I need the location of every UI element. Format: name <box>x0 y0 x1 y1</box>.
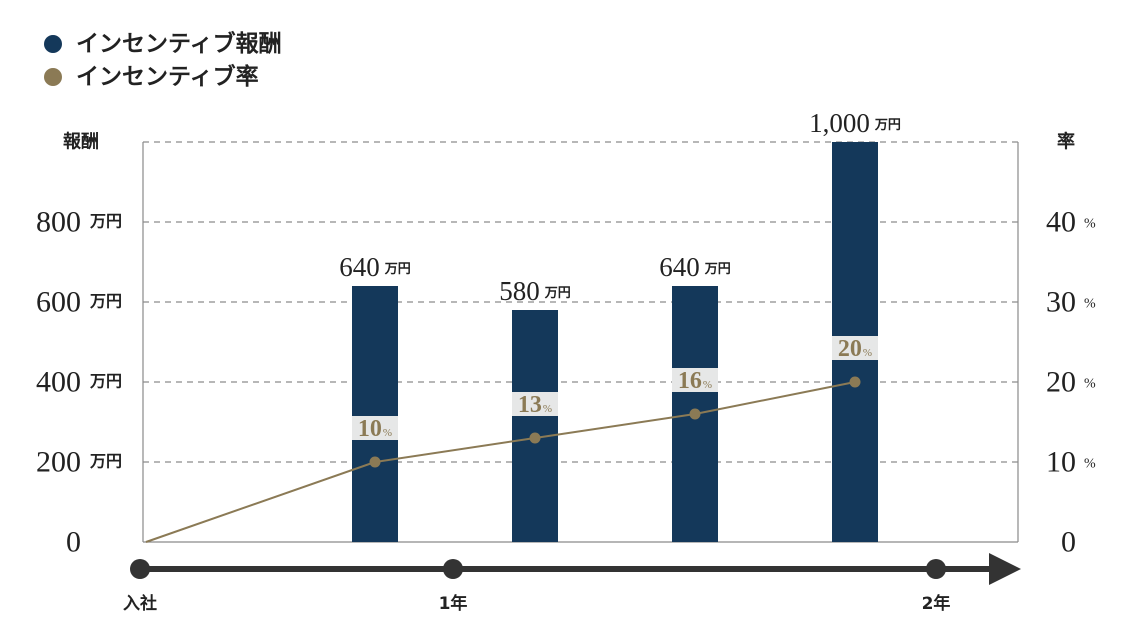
rate-label-2: 13% <box>518 392 552 418</box>
y-left-tick-labels: 0 200 万円 400 万円 600 万円 800 万円 <box>36 206 122 559</box>
y-right-tick-labels: 0 10 % 20 % 30 % 40% <box>1046 206 1096 559</box>
y-right-tick-unit: % <box>1084 297 1096 312</box>
timeline-label-year-2: 2年 <box>922 593 951 614</box>
bar-value-label-3: 640 万円 <box>659 252 731 282</box>
rate-label-4: 20% <box>838 336 872 362</box>
gridlines <box>143 141 1018 463</box>
bar-value-number: 640 <box>339 252 380 282</box>
legend-swatch-reward <box>44 35 62 53</box>
y-left-tick-value: 600 <box>36 286 81 319</box>
rate-label-number: 16 <box>678 368 702 394</box>
y-right-tick-unit: % <box>1084 217 1096 232</box>
legend: インセンティブ報酬 インセンティブ率 <box>44 30 282 90</box>
bar-1 <box>352 286 398 542</box>
bar-value-labels: 640 万円 580 万円 640 万円 1,000 万円 <box>339 108 901 306</box>
y-left-tick-value: 400 <box>36 366 81 399</box>
bar-value-number: 1,000 <box>809 108 870 138</box>
bar-value-number: 640 <box>659 252 700 282</box>
rate-point-4 <box>849 376 861 388</box>
y-right-axis-label: 率 <box>1057 131 1075 153</box>
legend-label-reward: インセンティブ報酬 <box>76 30 282 57</box>
rate-label-unit: % <box>383 427 392 439</box>
y-left-tick-unit: 万円 <box>89 213 122 231</box>
rate-label-unit: % <box>543 403 552 415</box>
rate-label-3: 16% <box>678 368 712 394</box>
timeline-dot-year-2 <box>926 559 946 579</box>
rate-label-band-3 <box>672 368 718 392</box>
rate-label-band-2 <box>512 392 558 416</box>
timeline-label-start: 入社 <box>123 593 157 614</box>
y-right-tick-value: 10 <box>1046 446 1076 479</box>
timeline-label-year-1: 1年 <box>439 593 468 614</box>
bar-value-label-4: 1,000 万円 <box>809 108 901 138</box>
y-left-tick-value: 200 <box>36 446 81 479</box>
rate-label-unit: % <box>703 379 712 391</box>
y-right-tick-value: 40 <box>1046 206 1076 239</box>
bar-value-unit: 万円 <box>544 285 571 300</box>
legend-item-rate: インセンティブ率 <box>44 63 259 90</box>
rate-label-unit: % <box>863 347 872 359</box>
rate-label-number: 20 <box>838 336 862 362</box>
y-right-tick-unit: % <box>1084 377 1096 392</box>
y-left-tick-unit: 万円 <box>89 373 122 391</box>
bar-value-unit: 万円 <box>704 261 731 276</box>
y-left-axis-label: 報酬 <box>63 131 99 153</box>
y-right-tick-value: 0 <box>1061 526 1076 559</box>
y-left-tick-value: 800 <box>36 206 81 239</box>
rate-point-2 <box>529 432 541 444</box>
rate-labels: 10%13%16%20% <box>352 336 878 442</box>
bar-value-unit: 万円 <box>384 261 411 276</box>
y-left-tick-unit: 万円 <box>89 293 122 311</box>
rate-point-1 <box>369 456 381 468</box>
bar-value-number: 580 <box>499 276 540 306</box>
timeline-dot-start <box>130 559 150 579</box>
bar-value-unit: 万円 <box>874 117 901 132</box>
y-left-tick-unit: 万円 <box>89 453 122 471</box>
rate-label-1: 10% <box>358 416 392 442</box>
legend-label-rate: インセンティブ率 <box>76 63 259 90</box>
bar-value-label-2: 580 万円 <box>499 276 571 306</box>
rate-point-3 <box>689 408 701 420</box>
rate-label-number: 10 <box>358 416 382 442</box>
timeline: 入社 1年 2年 <box>123 553 1021 614</box>
y-right-tick-unit: % <box>1084 457 1096 472</box>
y-left-tick-value: 0 <box>66 526 81 559</box>
rate-line-layer <box>145 376 861 543</box>
bar-value-label-1: 640 万円 <box>339 252 411 282</box>
y-right-tick-value: 30 <box>1046 286 1076 319</box>
reward-bars <box>352 142 878 542</box>
rate-label-band-1 <box>352 416 398 440</box>
rate-label-number: 13 <box>518 392 542 418</box>
bar-2 <box>512 310 558 542</box>
legend-item-reward: インセンティブ報酬 <box>44 30 282 57</box>
timeline-arrow-icon <box>989 553 1021 585</box>
y-right-tick-value: 20 <box>1046 366 1076 399</box>
rate-label-band-4 <box>832 336 878 360</box>
timeline-dot-year-1 <box>443 559 463 579</box>
legend-swatch-rate <box>44 68 62 86</box>
plot-frame <box>142 142 1019 543</box>
